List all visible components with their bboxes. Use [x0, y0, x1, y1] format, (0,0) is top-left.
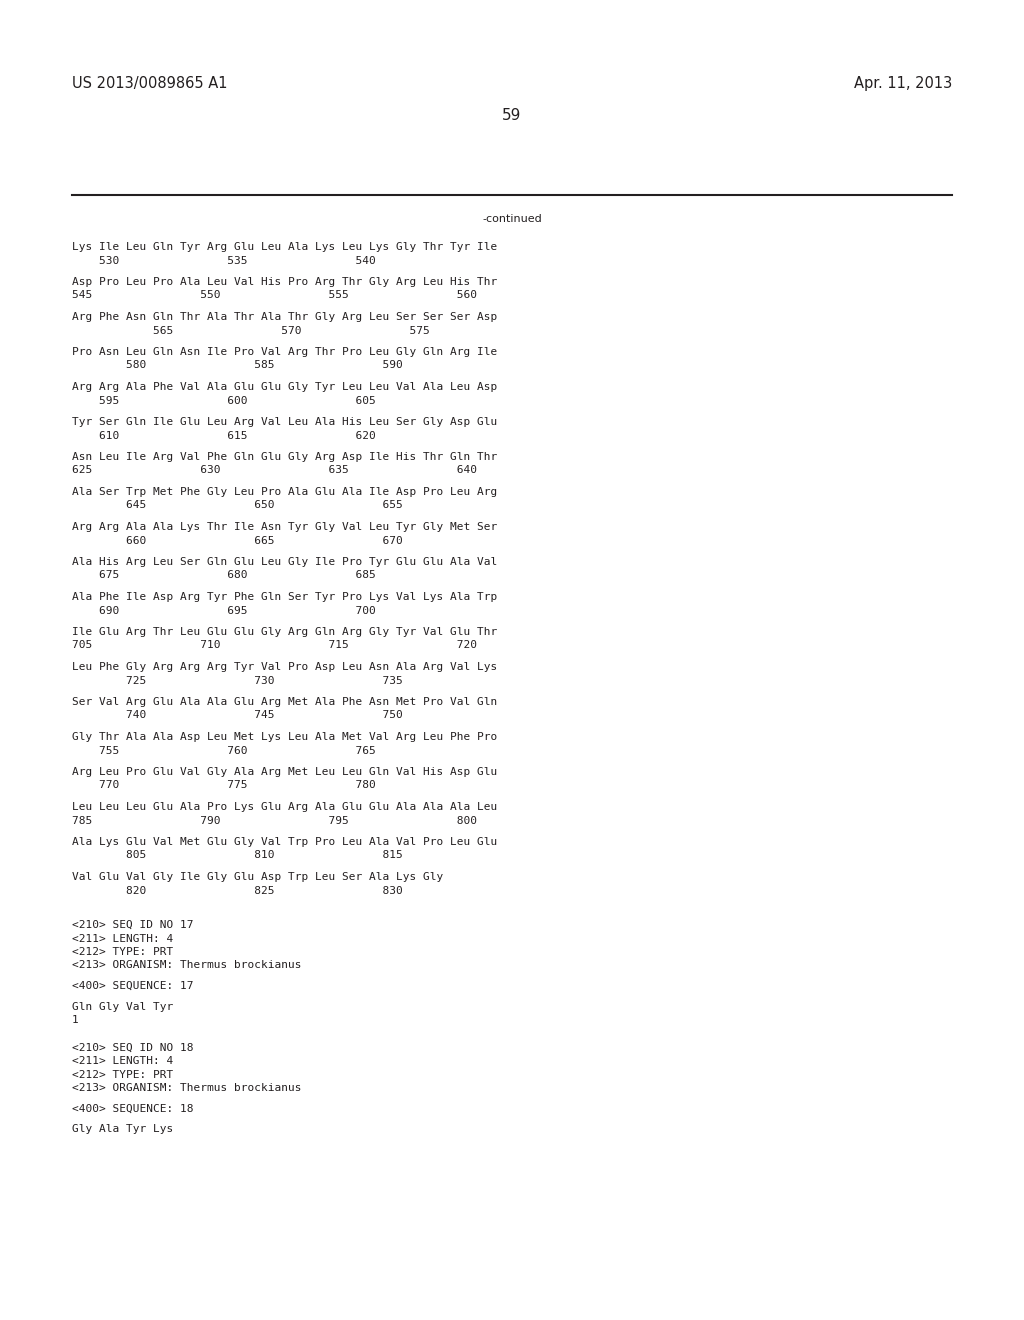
- Text: -continued: -continued: [482, 214, 542, 224]
- Text: 645                650                655: 645 650 655: [72, 500, 402, 511]
- Text: US 2013/0089865 A1: US 2013/0089865 A1: [72, 77, 227, 91]
- Text: 610                615                620: 610 615 620: [72, 430, 376, 441]
- Text: Ala Phe Ile Asp Arg Tyr Phe Gln Ser Tyr Pro Lys Val Lys Ala Trp: Ala Phe Ile Asp Arg Tyr Phe Gln Ser Tyr …: [72, 591, 498, 602]
- Text: <211> LENGTH: 4: <211> LENGTH: 4: [72, 1056, 173, 1067]
- Text: 785                790                795                800: 785 790 795 800: [72, 816, 477, 825]
- Text: 740                745                750: 740 745 750: [72, 710, 402, 721]
- Text: 595                600                605: 595 600 605: [72, 396, 376, 405]
- Text: Val Glu Val Gly Ile Gly Glu Asp Trp Leu Ser Ala Lys Gly: Val Glu Val Gly Ile Gly Glu Asp Trp Leu …: [72, 873, 443, 882]
- Text: Arg Arg Ala Phe Val Ala Glu Glu Gly Tyr Leu Leu Val Ala Leu Asp: Arg Arg Ala Phe Val Ala Glu Glu Gly Tyr …: [72, 381, 498, 392]
- Text: Ala His Arg Leu Ser Gln Glu Leu Gly Ile Pro Tyr Glu Glu Ala Val: Ala His Arg Leu Ser Gln Glu Leu Gly Ile …: [72, 557, 498, 568]
- Text: 770                775                780: 770 775 780: [72, 780, 376, 791]
- Text: Tyr Ser Gln Ile Glu Leu Arg Val Leu Ala His Leu Ser Gly Asp Glu: Tyr Ser Gln Ile Glu Leu Arg Val Leu Ala …: [72, 417, 498, 426]
- Text: Asn Leu Ile Arg Val Phe Gln Glu Gly Arg Asp Ile His Thr Gln Thr: Asn Leu Ile Arg Val Phe Gln Glu Gly Arg …: [72, 451, 498, 462]
- Text: 545                550                555                560: 545 550 555 560: [72, 290, 477, 301]
- Text: Gln Gly Val Tyr: Gln Gly Val Tyr: [72, 1002, 173, 1011]
- Text: <210> SEQ ID NO 18: <210> SEQ ID NO 18: [72, 1043, 194, 1052]
- Text: 820                825                830: 820 825 830: [72, 886, 402, 895]
- Text: 660                665                670: 660 665 670: [72, 536, 402, 545]
- Text: Ala Lys Glu Val Met Glu Gly Val Trp Pro Leu Ala Val Pro Leu Glu: Ala Lys Glu Val Met Glu Gly Val Trp Pro …: [72, 837, 498, 847]
- Text: <212> TYPE: PRT: <212> TYPE: PRT: [72, 946, 173, 957]
- Text: 725                730                735: 725 730 735: [72, 676, 402, 685]
- Text: Lys Ile Leu Gln Tyr Arg Glu Leu Ala Lys Leu Lys Gly Thr Tyr Ile: Lys Ile Leu Gln Tyr Arg Glu Leu Ala Lys …: [72, 242, 498, 252]
- Text: Ser Val Arg Glu Ala Ala Glu Arg Met Ala Phe Asn Met Pro Val Gln: Ser Val Arg Glu Ala Ala Glu Arg Met Ala …: [72, 697, 498, 708]
- Text: Arg Phe Asn Gln Thr Ala Thr Ala Thr Gly Arg Leu Ser Ser Ser Asp: Arg Phe Asn Gln Thr Ala Thr Ala Thr Gly …: [72, 312, 498, 322]
- Text: Ile Glu Arg Thr Leu Glu Glu Gly Arg Gln Arg Gly Tyr Val Glu Thr: Ile Glu Arg Thr Leu Glu Glu Gly Arg Gln …: [72, 627, 498, 638]
- Text: <400> SEQUENCE: 18: <400> SEQUENCE: 18: [72, 1104, 194, 1114]
- Text: <213> ORGANISM: Thermus brockianus: <213> ORGANISM: Thermus brockianus: [72, 1082, 301, 1093]
- Text: <211> LENGTH: 4: <211> LENGTH: 4: [72, 933, 173, 944]
- Text: 705                710                715                720: 705 710 715 720: [72, 640, 477, 651]
- Text: <210> SEQ ID NO 17: <210> SEQ ID NO 17: [72, 920, 194, 931]
- Text: Asp Pro Leu Pro Ala Leu Val His Pro Arg Thr Gly Arg Leu His Thr: Asp Pro Leu Pro Ala Leu Val His Pro Arg …: [72, 277, 498, 286]
- Text: Gly Ala Tyr Lys: Gly Ala Tyr Lys: [72, 1125, 173, 1134]
- Text: Leu Leu Leu Glu Ala Pro Lys Glu Arg Ala Glu Glu Ala Ala Ala Leu: Leu Leu Leu Glu Ala Pro Lys Glu Arg Ala …: [72, 803, 498, 812]
- Text: 805                810                815: 805 810 815: [72, 850, 402, 861]
- Text: <212> TYPE: PRT: <212> TYPE: PRT: [72, 1069, 173, 1080]
- Text: <213> ORGANISM: Thermus brockianus: <213> ORGANISM: Thermus brockianus: [72, 961, 301, 970]
- Text: Pro Asn Leu Gln Asn Ile Pro Val Arg Thr Pro Leu Gly Gln Arg Ile: Pro Asn Leu Gln Asn Ile Pro Val Arg Thr …: [72, 347, 498, 356]
- Text: 625                630                635                640: 625 630 635 640: [72, 466, 477, 475]
- Text: Apr. 11, 2013: Apr. 11, 2013: [854, 77, 952, 91]
- Text: 690                695                700: 690 695 700: [72, 606, 376, 615]
- Text: 565                570                575: 565 570 575: [72, 326, 430, 335]
- Text: Gly Thr Ala Ala Asp Leu Met Lys Leu Ala Met Val Arg Leu Phe Pro: Gly Thr Ala Ala Asp Leu Met Lys Leu Ala …: [72, 733, 498, 742]
- Text: Arg Leu Pro Glu Val Gly Ala Arg Met Leu Leu Gln Val His Asp Glu: Arg Leu Pro Glu Val Gly Ala Arg Met Leu …: [72, 767, 498, 777]
- Text: Arg Arg Ala Ala Lys Thr Ile Asn Tyr Gly Val Leu Tyr Gly Met Ser: Arg Arg Ala Ala Lys Thr Ile Asn Tyr Gly …: [72, 521, 498, 532]
- Text: 675                680                685: 675 680 685: [72, 570, 376, 581]
- Text: Ala Ser Trp Met Phe Gly Leu Pro Ala Glu Ala Ile Asp Pro Leu Arg: Ala Ser Trp Met Phe Gly Leu Pro Ala Glu …: [72, 487, 498, 498]
- Text: 530                535                540: 530 535 540: [72, 256, 376, 265]
- Text: <400> SEQUENCE: 17: <400> SEQUENCE: 17: [72, 981, 194, 991]
- Text: 1: 1: [72, 1015, 79, 1026]
- Text: Leu Phe Gly Arg Arg Arg Tyr Val Pro Asp Leu Asn Ala Arg Val Lys: Leu Phe Gly Arg Arg Arg Tyr Val Pro Asp …: [72, 663, 498, 672]
- Text: 755                760                765: 755 760 765: [72, 746, 376, 755]
- Text: 59: 59: [503, 108, 521, 123]
- Text: 580                585                590: 580 585 590: [72, 360, 402, 371]
